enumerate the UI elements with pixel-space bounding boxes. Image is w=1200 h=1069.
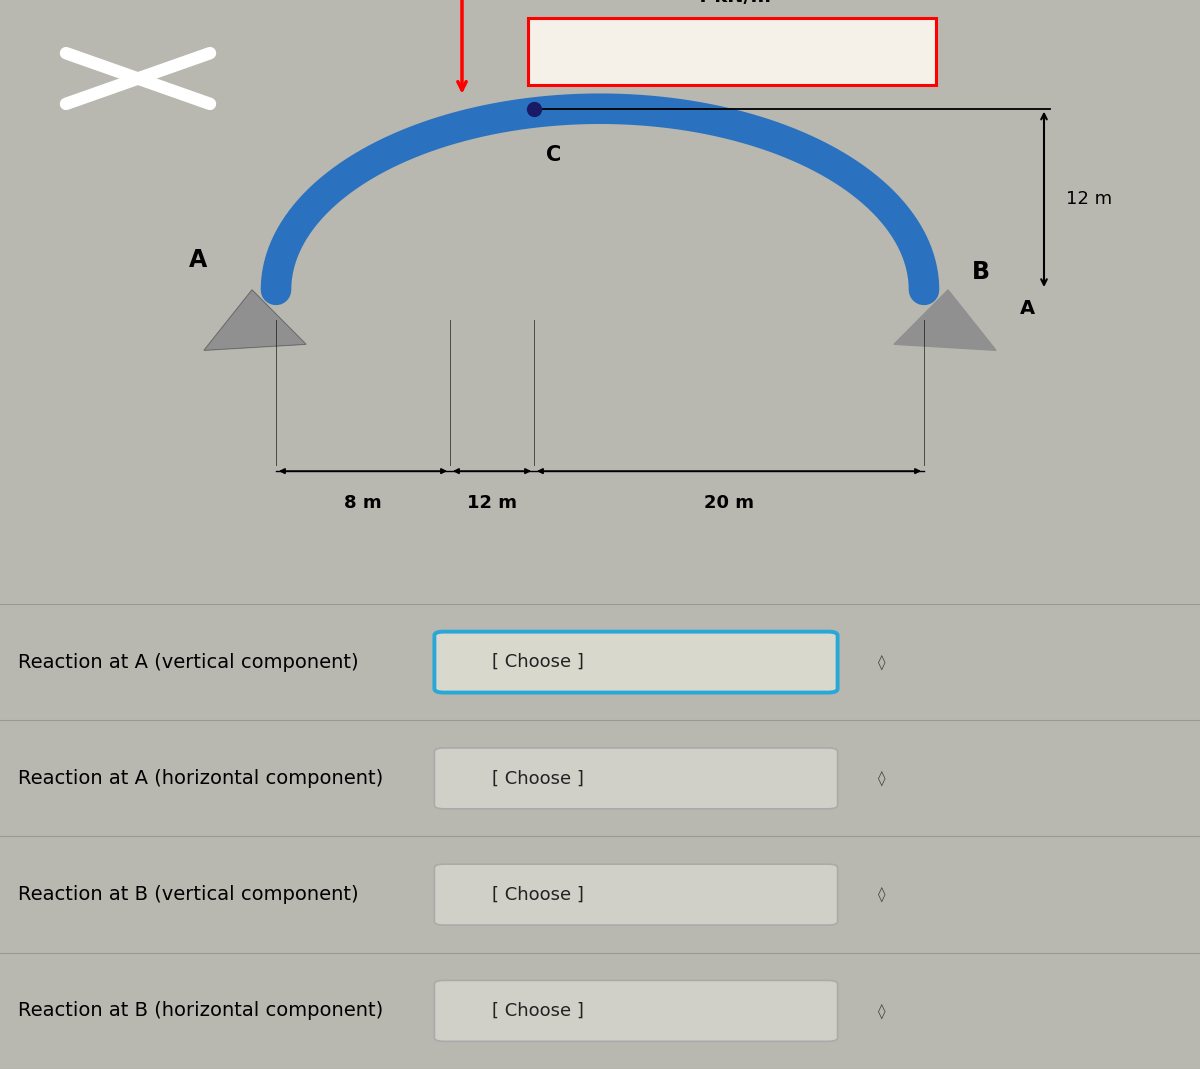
Text: A: A <box>1020 298 1036 317</box>
Text: [ Choose ]: [ Choose ] <box>492 1002 584 1020</box>
FancyBboxPatch shape <box>434 748 838 809</box>
Text: 20 m: 20 m <box>704 494 754 512</box>
Text: ◊: ◊ <box>878 1003 886 1019</box>
Text: 4 kN/m: 4 kN/m <box>694 0 770 6</box>
Text: ◊: ◊ <box>878 654 886 670</box>
Text: ◊: ◊ <box>878 887 886 902</box>
Text: 8 m: 8 m <box>344 494 382 512</box>
Text: Reaction at A (vertical component): Reaction at A (vertical component) <box>18 652 359 671</box>
Polygon shape <box>204 290 306 351</box>
Text: Reaction at B (vertical component): Reaction at B (vertical component) <box>18 885 359 904</box>
Text: [ Choose ]: [ Choose ] <box>492 885 584 903</box>
Text: C: C <box>546 145 562 165</box>
FancyBboxPatch shape <box>434 980 838 1041</box>
FancyBboxPatch shape <box>434 864 838 925</box>
FancyBboxPatch shape <box>434 632 838 693</box>
Text: [ Choose ]: [ Choose ] <box>492 653 584 671</box>
Text: 12 m: 12 m <box>1066 190 1111 208</box>
Text: [ Choose ]: [ Choose ] <box>492 770 584 788</box>
Text: Reaction at A (horizontal component): Reaction at A (horizontal component) <box>18 769 383 788</box>
Polygon shape <box>528 18 936 84</box>
Text: 12 m: 12 m <box>467 494 517 512</box>
Text: ◊: ◊ <box>878 771 886 786</box>
Text: A: A <box>188 248 208 272</box>
Polygon shape <box>894 290 996 351</box>
Text: Reaction at B (horizontal component): Reaction at B (horizontal component) <box>18 1002 383 1021</box>
Text: B: B <box>972 260 990 284</box>
Bar <box>528 18 936 84</box>
